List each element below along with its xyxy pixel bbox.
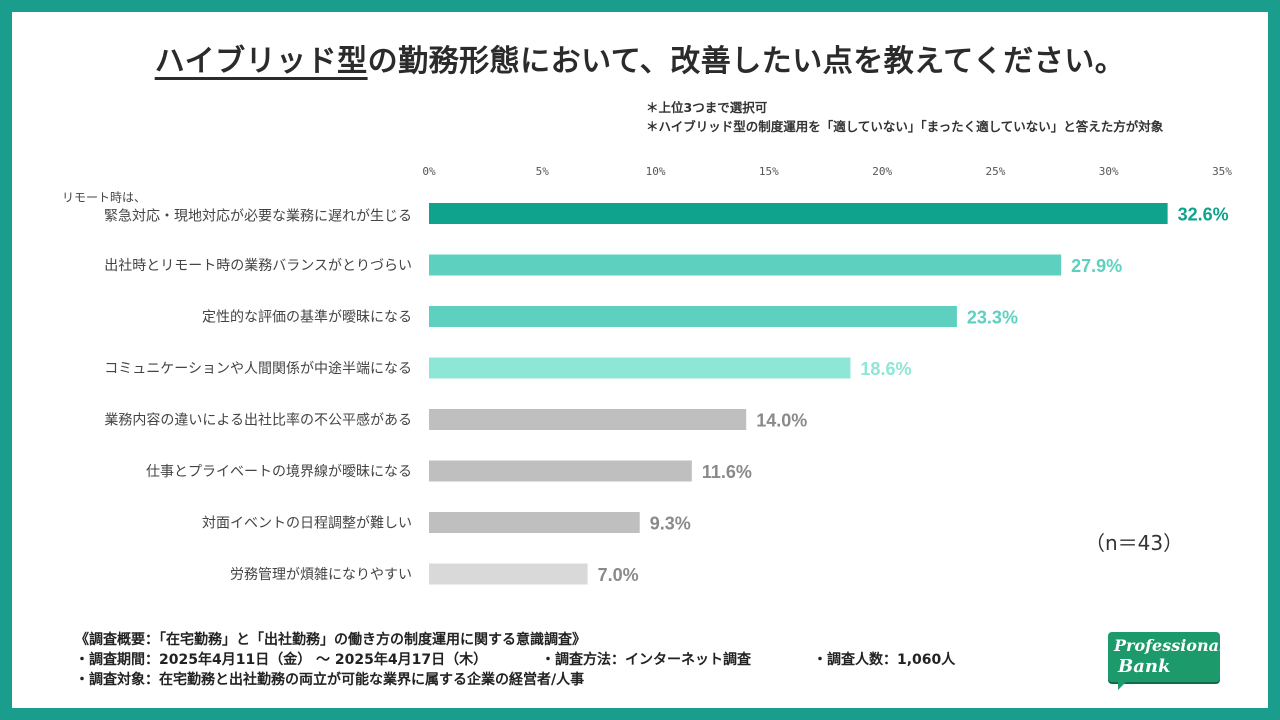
bar — [429, 357, 851, 379]
note-2: ＊ハイブリッド型の制度運用を「適していない」「まったく適していない」と答えた方が… — [646, 119, 1164, 134]
sample-size: （n＝43） — [1085, 531, 1184, 555]
title-underlined: ハイブリッド型 — [154, 44, 368, 79]
x-tick-label: 35% — [1212, 165, 1232, 178]
category-label: 出社時とリモート時の業務バランスがとりづらい — [104, 258, 412, 274]
x-tick-label: 30% — [1099, 165, 1119, 178]
x-tick-label: 10% — [646, 165, 666, 178]
data-label: 14.0% — [756, 411, 807, 431]
data-label: 7.0% — [598, 565, 639, 585]
logo-line1: Professional — [1114, 636, 1226, 655]
professional-bank-logo: Professional Bank — [1108, 632, 1225, 690]
category-label: リモート時は、 — [62, 191, 146, 205]
survey-period: ・調査期間：2025年4月11日（金） 〜 2025年4月17日（木） — [75, 652, 488, 668]
data-label: 9.3% — [650, 514, 691, 534]
survey-row: ・調査期間：2025年4月11日（金） 〜 2025年4月17日（木） ・調査方法… — [75, 650, 955, 670]
bar — [429, 563, 588, 585]
survey-count: ・調査人数：1,060人 — [813, 652, 956, 668]
data-label: 27.9% — [1071, 256, 1122, 276]
category-label: 対面イベントの日程調整が難しい — [202, 516, 412, 532]
bar — [429, 460, 692, 482]
survey-summary: 《調査概要：「在宅勤務」と「出社勤務」の働き方の制度運用に関する意識調査》 ・調… — [75, 630, 955, 690]
category-label: 業務内容の違いによる出社比率の不公平感がある — [104, 412, 412, 429]
bar — [429, 254, 1062, 276]
x-tick-label: 0% — [422, 165, 436, 178]
logo-line2: Bank — [1118, 656, 1171, 677]
x-tick-label: 20% — [872, 165, 892, 178]
title-rest: の勤務形態において、改善したい点を教えてください。 — [367, 44, 1126, 79]
x-tick-label: 25% — [985, 165, 1005, 178]
survey-method: ・調査方法：インターネット調査 — [541, 652, 751, 668]
data-label: 11.6% — [702, 462, 752, 482]
data-label: 23.3% — [967, 308, 1018, 328]
survey-heading: 《調査概要：「在宅勤務」と「出社勤務」の働き方の制度運用に関する意識調査》 — [75, 632, 586, 648]
survey-target: ・調査対象：在宅勤務と出社勤務の両立が可能な業界に属する企業の経営者/人事 — [75, 672, 585, 688]
x-tick-label: 15% — [759, 165, 779, 178]
chart-notes: ＊上位3つまで選択可 ＊ハイブリッド型の制度運用を「適していない」「まったく適し… — [646, 98, 1163, 136]
bar — [429, 306, 957, 327]
note-1: ＊上位3つまで選択可 — [646, 100, 768, 115]
category-label: 定性的な評価の基準が曖昧になる — [202, 309, 412, 326]
category-label: コミュニケーションや人間関係が中途半端になる — [104, 360, 412, 377]
category-label: 仕事とプライベートの境界線が曖昧になる — [146, 464, 412, 480]
logo-tail — [1118, 682, 1126, 690]
data-label: 18.6% — [860, 359, 911, 379]
bar — [429, 203, 1168, 224]
category-label: 労務管理が煩雑になりやすい — [230, 567, 412, 583]
x-tick-label: 5% — [536, 165, 550, 178]
data-label: 32.6% — [1178, 205, 1229, 225]
bar — [429, 512, 640, 533]
page-title: ハイブリッド型の勤務形態において、改善したい点を教えてください。 — [0, 36, 1280, 80]
bar — [429, 409, 747, 430]
category-label: 緊急対応・現地対応が必要な業務に遅れが生じる — [104, 209, 412, 225]
